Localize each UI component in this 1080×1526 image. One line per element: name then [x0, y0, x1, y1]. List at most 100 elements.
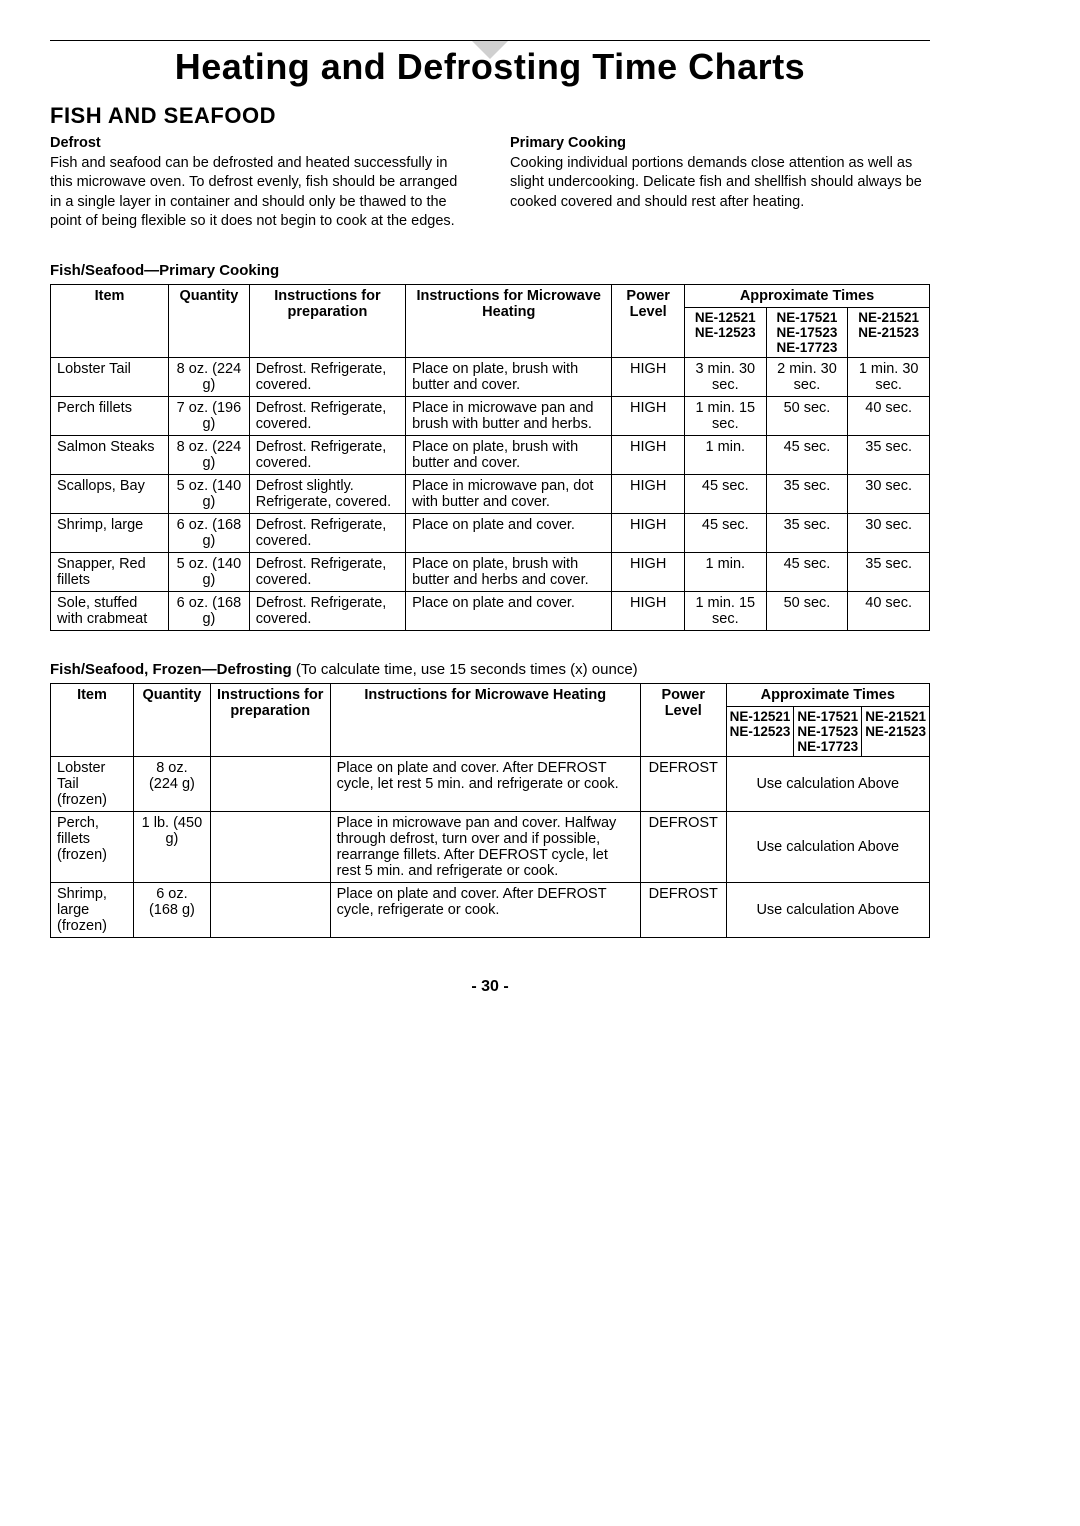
defrosting-table: Item Quantity Instructions for preparati…: [50, 683, 930, 938]
cell-qty: 6 oz. (168 g): [169, 513, 250, 552]
cell-prep: Defrost. Refrigerate, covered.: [249, 396, 405, 435]
table-row: Salmon Steaks8 oz. (224 g)Defrost. Refri…: [51, 435, 930, 474]
table-row: Scallops, Bay5 oz. (140 g)Defrost slight…: [51, 474, 930, 513]
cell-t2: 2 min. 30 sec.: [766, 357, 848, 396]
cell-power: DEFROST: [640, 882, 726, 937]
table1-label: Fish/Seafood—Primary Cooking: [50, 262, 930, 279]
th-model3: NE-21521NE-21523: [848, 307, 930, 357]
cell-power: HIGH: [612, 474, 685, 513]
th2-prep: Instructions for preparation: [210, 683, 330, 756]
cell-prep: [210, 756, 330, 811]
section-title: FISH AND SEAFOOD: [50, 103, 930, 129]
th-heat: Instructions for Microwave Heating: [406, 284, 612, 357]
cell-prep: [210, 882, 330, 937]
cell-t3: 40 sec.: [848, 591, 930, 630]
cell-qty: 8 oz. (224 g): [134, 756, 211, 811]
defrost-heading: Defrost: [50, 135, 101, 151]
cell-item: Scallops, Bay: [51, 474, 169, 513]
page-number: - 30 -: [50, 978, 930, 996]
th-power: Power Level: [612, 284, 685, 357]
cell-heat: Place on plate, brush with butter and co…: [406, 435, 612, 474]
cell-item: Shrimp, large: [51, 513, 169, 552]
table-row: Shrimp, large (frozen)6 oz. (168 g)Place…: [51, 882, 930, 937]
th-quantity: Quantity: [169, 284, 250, 357]
cell-usecalc: Use calculation Above: [726, 811, 929, 882]
cell-qty: 6 oz. (168 g): [169, 591, 250, 630]
cell-power: DEFROST: [640, 811, 726, 882]
cell-power: HIGH: [612, 591, 685, 630]
th-model1: NE-12521NE-12523: [684, 307, 766, 357]
cell-item: Shrimp, large (frozen): [51, 882, 134, 937]
main-title-wrap: Heating and Defrosting Time Charts: [50, 46, 930, 88]
table-row: Perch, fillets (frozen)1 lb. (450 g)Plac…: [51, 811, 930, 882]
table-row: Sole, stuffed with crabmeat6 oz. (168 g)…: [51, 591, 930, 630]
cell-t2: 45 sec.: [766, 552, 848, 591]
th2-item: Item: [51, 683, 134, 756]
primary-text: Cooking individual portions demands clos…: [510, 155, 922, 210]
cell-power: HIGH: [612, 552, 685, 591]
cell-qty: 5 oz. (140 g): [169, 474, 250, 513]
primary-column: Primary Cooking Cooking individual porti…: [510, 134, 930, 232]
cell-power: DEFROST: [640, 756, 726, 811]
cell-power: HIGH: [612, 357, 685, 396]
th2-power: Power Level: [640, 683, 726, 756]
cell-prep: Defrost slightly. Refrigerate, covered.: [249, 474, 405, 513]
th2-model1: NE-12521NE-12523: [726, 706, 794, 756]
th-prep: Instructions for preparation: [249, 284, 405, 357]
cell-item: Salmon Steaks: [51, 435, 169, 474]
defrost-text: Fish and seafood can be defrosted and he…: [50, 155, 457, 230]
cell-t1: 1 min.: [684, 435, 766, 474]
cell-item: Lobster Tail (frozen): [51, 756, 134, 811]
th2-quantity: Quantity: [134, 683, 211, 756]
top-rule: [50, 40, 930, 41]
table-row: Lobster Tail (frozen)8 oz. (224 g) Place …: [51, 756, 930, 811]
cell-heat: Place on plate and cover.: [406, 591, 612, 630]
cell-t2: 50 sec.: [766, 591, 848, 630]
th-approx: Approximate Times: [684, 284, 929, 307]
cell-prep: Defrost. Refrigerate, covered.: [249, 591, 405, 630]
cell-prep: [210, 811, 330, 882]
cell-heat: Place in microwave pan and brush with bu…: [406, 396, 612, 435]
cell-qty: 8 oz. (224 g): [169, 357, 250, 396]
cell-heat: Place on plate, brush with butter and he…: [406, 552, 612, 591]
cell-item: Perch, fillets (frozen): [51, 811, 134, 882]
cell-t3: 1 min. 30 sec.: [848, 357, 930, 396]
cell-heat: Place on plate and cover. After DEFROST …: [330, 756, 640, 811]
cell-t3: 40 sec.: [848, 396, 930, 435]
cell-t2: 35 sec.: [766, 474, 848, 513]
cell-qty: 6 oz. (168 g): [134, 882, 211, 937]
cell-item: Lobster Tail: [51, 357, 169, 396]
cell-qty: 8 oz. (224 g): [169, 435, 250, 474]
cell-power: HIGH: [612, 396, 685, 435]
cell-t1: 1 min. 15 sec.: [684, 591, 766, 630]
table2-label-text: Fish/Seafood, Frozen—Defrosting: [50, 661, 292, 678]
cell-usecalc: Use calculation Above: [726, 882, 929, 937]
table-row: Shrimp, large6 oz. (168 g)Defrost. Refri…: [51, 513, 930, 552]
cell-heat: Place on plate, brush with butter and co…: [406, 357, 612, 396]
main-title: Heating and Defrosting Time Charts: [175, 46, 805, 87]
cell-qty: 5 oz. (140 g): [169, 552, 250, 591]
th2-model3: NE-21521NE-21523: [862, 706, 930, 756]
cell-power: HIGH: [612, 435, 685, 474]
cell-prep: Defrost. Refrigerate, covered.: [249, 513, 405, 552]
cell-usecalc: Use calculation Above: [726, 756, 929, 811]
th-item: Item: [51, 284, 169, 357]
table-row: Snapper, Red fillets5 oz. (140 g)Defrost…: [51, 552, 930, 591]
cell-heat: Place on plate and cover.: [406, 513, 612, 552]
cell-t3: 30 sec.: [848, 513, 930, 552]
cell-item: Sole, stuffed with crabmeat: [51, 591, 169, 630]
cell-t1: 45 sec.: [684, 474, 766, 513]
cell-prep: Defrost. Refrigerate, covered.: [249, 435, 405, 474]
table-row: Perch fillets7 oz. (196 g)Defrost. Refri…: [51, 396, 930, 435]
th2-model2: NE-17521NE-17523NE-17723: [794, 706, 862, 756]
cell-t3: 30 sec.: [848, 474, 930, 513]
th2-heat: Instructions for Microwave Heating: [330, 683, 640, 756]
cell-heat: Place in microwave pan, dot with butter …: [406, 474, 612, 513]
intro-columns: Defrost Fish and seafood can be defroste…: [50, 134, 930, 232]
cell-t2: 45 sec.: [766, 435, 848, 474]
cell-t1: 45 sec.: [684, 513, 766, 552]
cell-prep: Defrost. Refrigerate, covered.: [249, 357, 405, 396]
table2-label: Fish/Seafood, Frozen—Defrosting (To calc…: [50, 661, 930, 678]
defrost-column: Defrost Fish and seafood can be defroste…: [50, 134, 470, 232]
cell-t1: 3 min. 30 sec.: [684, 357, 766, 396]
